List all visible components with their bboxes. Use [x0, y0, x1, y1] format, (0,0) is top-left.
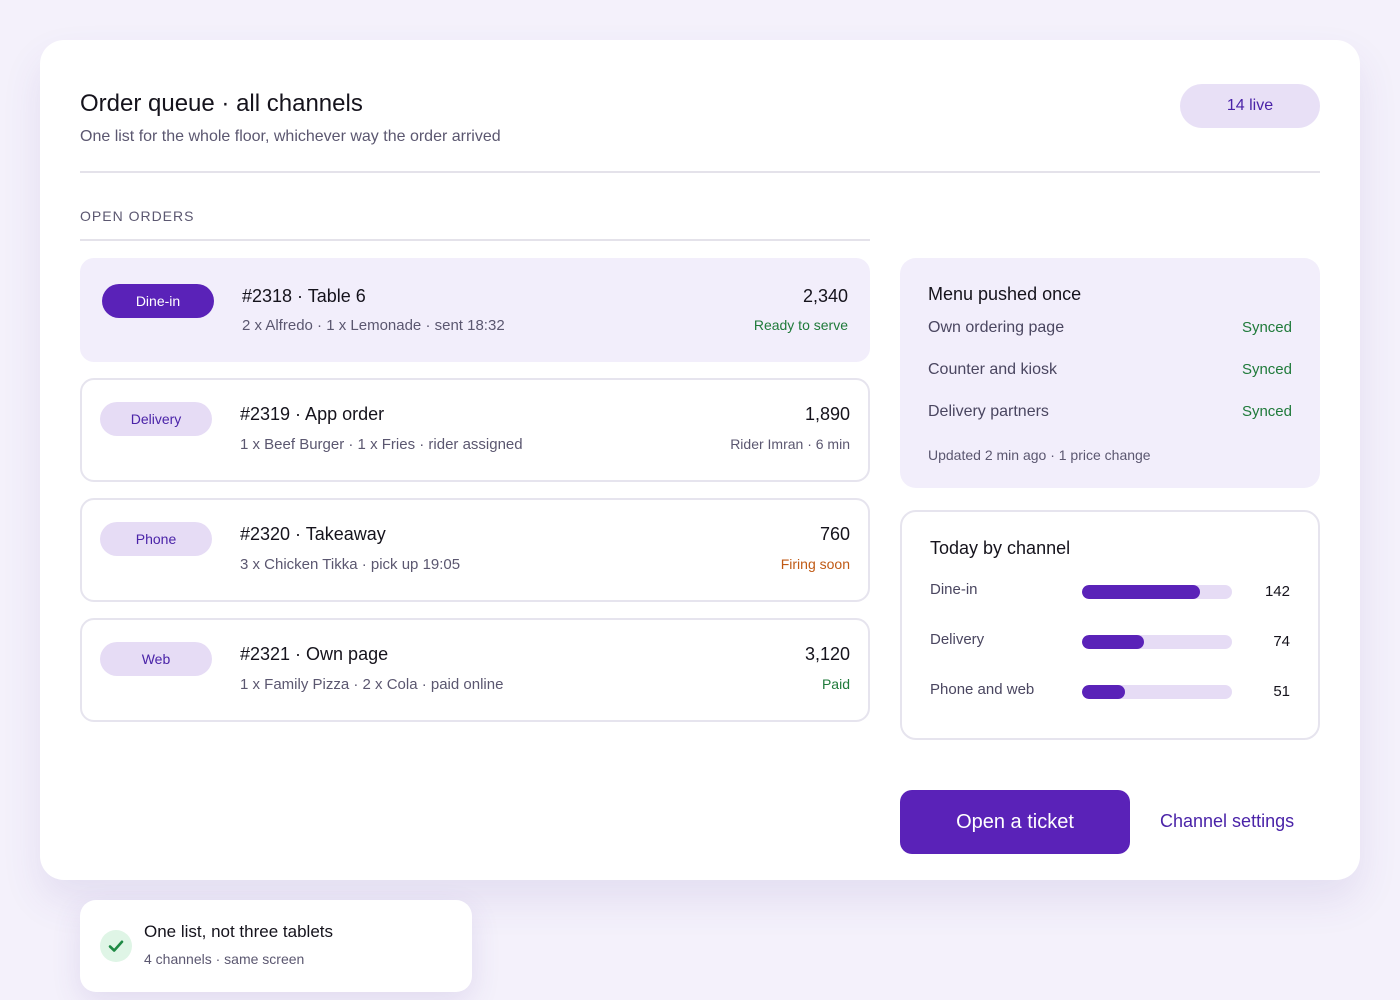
- channel-bar-fill: [1082, 635, 1144, 649]
- order-status: Ready to serve: [753, 317, 848, 333]
- channel-row: Dine-in 142: [930, 581, 1290, 631]
- order-items: 1 x Beef Burger · 1 x Fries · rider assi…: [240, 436, 523, 453]
- page-subtitle: One list for the whole floor, whichever …: [80, 128, 501, 145]
- channel-label: Phone and web: [930, 681, 1035, 698]
- order-queue-card: Order queue · all channels One list for …: [40, 40, 1360, 880]
- order-name: #2320 · Takeaway: [240, 524, 386, 544]
- channel-tag: Dine-in: [102, 284, 214, 318]
- header-divider: [80, 171, 1320, 173]
- menu-sync-title: Menu pushed once: [928, 284, 1082, 304]
- toast-notification: One list, not three tablets 4 channels ·…: [80, 900, 472, 992]
- order-amount: 3,120: [804, 644, 850, 664]
- order-name: #2321 · Own page: [240, 644, 389, 664]
- channel-tag: Delivery: [100, 402, 212, 436]
- sync-channel-label: Counter and kiosk: [928, 361, 1057, 378]
- menu-sync-list: Own ordering page Synced Counter and kiosk…: [928, 319, 1292, 445]
- menu-sync-panel: Menu pushed once Own ordering page Synced…: [900, 258, 1320, 488]
- channel-label: Dine-in: [930, 581, 978, 598]
- channel-settings-link[interactable]: Channel settings: [1160, 811, 1295, 831]
- order-name: #2319 · App order: [240, 404, 385, 424]
- order-items: 1 x Family Pizza · 2 x Cola · paid onlin…: [240, 676, 504, 693]
- section-divider: [80, 239, 870, 241]
- order-items: 2 x Alfredo · 1 x Lemonade · sent 18:32: [242, 317, 505, 334]
- open-ticket-button[interactable]: Open a ticket: [900, 790, 1130, 854]
- sync-row: Delivery partners Synced: [928, 403, 1292, 445]
- channel-bar-track: [1082, 585, 1232, 599]
- menu-sync-note: Updated 2 min ago · 1 price change: [928, 447, 1151, 463]
- channel-panel-title: Today by channel: [930, 538, 1071, 558]
- channel-tag: Web: [100, 642, 212, 676]
- sync-channel-label: Own ordering page: [928, 319, 1065, 336]
- sync-channel-label: Delivery partners: [928, 403, 1049, 420]
- sync-row: Own ordering page Synced: [928, 319, 1292, 361]
- sync-status: Synced: [1241, 319, 1292, 336]
- toast-subtitle: 4 channels · same screen: [144, 951, 305, 967]
- order-card[interactable]: Delivery #2319 · App order 1 x Beef Burger…: [80, 378, 870, 482]
- order-amount: 2,340: [802, 286, 848, 306]
- channel-bar-track: [1082, 685, 1232, 699]
- order-list: Dine-in #2318 · Table 6 2 x Alfredo · 1 x …: [80, 258, 870, 738]
- channel-count: 74: [1273, 633, 1290, 650]
- channel-row: Phone and web 51: [930, 681, 1290, 731]
- channel-count: 51: [1273, 683, 1290, 700]
- channel-label: Delivery: [930, 631, 985, 648]
- order-card[interactable]: Web #2321 · Own page 1 x Family Pizza · 2 …: [80, 618, 870, 722]
- order-status: Firing soon: [780, 556, 850, 572]
- order-items: 3 x Chicken Tikka · pick up 19:05: [240, 556, 461, 573]
- sync-status: Synced: [1241, 361, 1292, 378]
- sync-row: Counter and kiosk Synced: [928, 361, 1292, 403]
- channel-row: Delivery 74: [930, 631, 1290, 681]
- order-amount: 1,890: [804, 404, 850, 424]
- channel-count: 142: [1264, 583, 1290, 600]
- order-status: Rider Imran · 6 min: [730, 436, 850, 452]
- order-status: Paid: [821, 676, 850, 692]
- channel-bar-list: Dine-in 142 Delivery 74 Phone and web 51: [930, 581, 1290, 731]
- toast-title: One list, not three tablets: [144, 922, 333, 941]
- today-by-channel-panel: Today by channel Dine-in 142 Delivery 74 Pho…: [900, 510, 1320, 740]
- channel-bar-fill: [1082, 585, 1201, 599]
- page-title: Order queue · all channels: [80, 90, 363, 117]
- order-amount: 760: [819, 524, 850, 544]
- live-count-badge[interactable]: 14 live: [1180, 84, 1320, 128]
- header: Order queue · all channels One list for …: [80, 84, 1320, 146]
- channel-bar-track: [1082, 635, 1232, 649]
- channel-tag: Phone: [100, 522, 212, 556]
- channel-bar-fill: [1082, 685, 1125, 699]
- sync-status: Synced: [1241, 403, 1292, 420]
- order-name: #2318 · Table 6: [242, 286, 366, 306]
- section-label: OPEN ORDERS: [80, 208, 195, 224]
- order-card[interactable]: Dine-in #2318 · Table 6 2 x Alfredo · 1 x …: [80, 258, 870, 362]
- order-card[interactable]: Phone #2320 · Takeaway 3 x Chicken Tikka ·…: [80, 498, 870, 602]
- check-icon: [100, 930, 132, 962]
